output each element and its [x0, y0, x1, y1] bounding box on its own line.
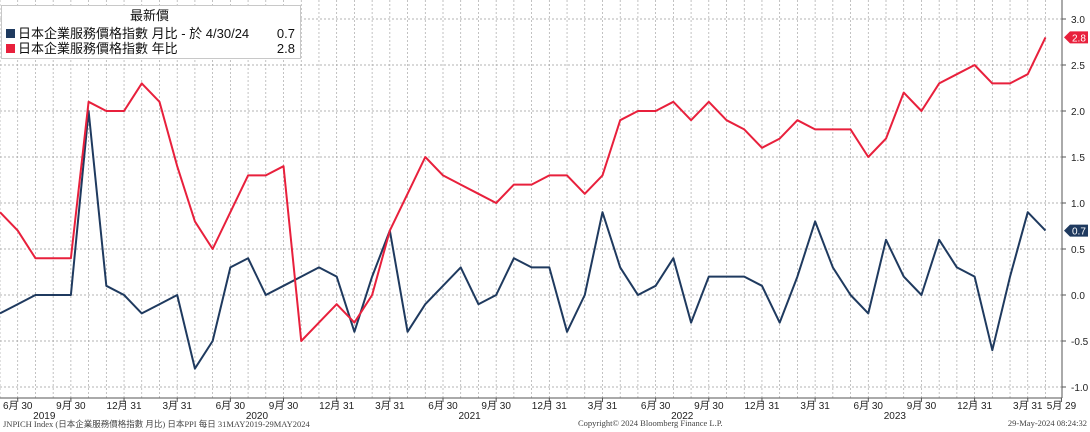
y-tick-label: -0.5	[1071, 337, 1089, 348]
x-tick-label: 12月 31	[532, 400, 567, 412]
x-tick-label: 3月 31	[800, 400, 830, 412]
legend-swatch-mom	[6, 29, 15, 38]
legend-value-mom: 0.7	[276, 26, 295, 41]
x-tick-label: 6月 30	[854, 400, 884, 412]
x-tick-label: 9月 30	[481, 400, 511, 412]
footer-timestamp: 29-May-2024 08:24:32	[1007, 418, 1087, 428]
x-tick-label: 3月 31	[162, 400, 192, 412]
x-year-label: 2023	[884, 411, 907, 422]
legend-row-yoy: 日本企業服務價格指數 年比	[6, 41, 178, 56]
y-tick-label: 0.0	[1071, 291, 1085, 302]
legend-row-mom: 日本企業服務價格指數 月比 - 於 4/30/24	[6, 26, 249, 41]
x-year-label: 2021	[458, 411, 481, 422]
x-tick-label: 9月 30	[56, 400, 86, 412]
last-value-tags: 2.8 0.7	[1064, 31, 1088, 238]
x-tick-label: 6月 30	[3, 400, 33, 412]
y-tick-label: 1.5	[1071, 153, 1085, 164]
x-tick-label: 12月 31	[107, 400, 142, 412]
footer-copyright: Copyright© 2024 Bloomberg Finance L.P.	[578, 418, 723, 428]
x-tick-label: 3月 31	[588, 400, 618, 412]
x-tick-label: 12月 31	[957, 400, 992, 412]
y-tick-label: 2.0	[1071, 107, 1085, 118]
last-value-tag-label: 0.7	[1072, 227, 1086, 238]
y-tick-label: -1.0	[1071, 383, 1089, 394]
x-tick-label: 3月 31	[1013, 400, 1043, 412]
x-year-label: 2020	[246, 411, 269, 422]
x-year-label: 2019	[33, 411, 56, 422]
series-line-mom	[0, 110, 1047, 370]
y-tick-label: 3.0	[1071, 15, 1085, 26]
series-layer	[0, 36, 1047, 370]
x-tick-label: 12月 31	[319, 400, 354, 412]
x-tick-label: 5月 29	[1047, 400, 1077, 412]
legend-label-yoy: 日本企業服務價格指數 年比	[18, 41, 178, 56]
x-tick-label: 3月 31	[375, 400, 405, 412]
x-tick-label: 9月 30	[269, 400, 299, 412]
x-axis: 6月 30 9月 30 12月 31 3月 31 6月 30 9月 30 12月 31 3月 …	[3, 398, 1077, 422]
y-tick-label: 1.0	[1071, 199, 1085, 210]
last-value-tag-label: 2.8	[1072, 33, 1086, 44]
x-tick-label: 9月 30	[694, 400, 724, 412]
y-tick-label: 0.5	[1071, 245, 1085, 256]
x-tick-label: 6月 30	[428, 400, 458, 412]
plot-background	[0, 0, 1062, 398]
legend-swatch-yoy	[6, 44, 15, 53]
x-tick-label: 6月 30	[641, 400, 671, 412]
x-tick-label: 6月 30	[216, 400, 246, 412]
y-tick-label: 2.5	[1071, 61, 1085, 72]
footer-source: JNPICH Index (日本企業服務價格指數 月比) 日本PPI 每日 31…	[3, 419, 310, 429]
legend: 最新價 日本企業服務價格指數 月比 - 於 4/30/24 0.7 日本企業服務…	[1, 5, 301, 59]
last-value-tag	[1064, 31, 1088, 44]
legend-value-yoy: 2.8	[276, 41, 295, 56]
series-line-yoy	[0, 36, 1047, 342]
last-value-tag	[1064, 224, 1088, 237]
x-year-label: 2022	[671, 411, 694, 422]
legend-label-mom: 日本企業服務價格指數 月比 - 於 4/30/24	[18, 26, 250, 41]
x-tick-label: 9月 30	[907, 400, 937, 412]
y-axis: 3.0 2.5 2.0 1.5 1.0 0.5 0.0 -0.5 -1.0	[1062, 15, 1089, 394]
legend-header: 最新價	[130, 8, 170, 23]
x-tick-label: 12月 31	[744, 400, 779, 412]
